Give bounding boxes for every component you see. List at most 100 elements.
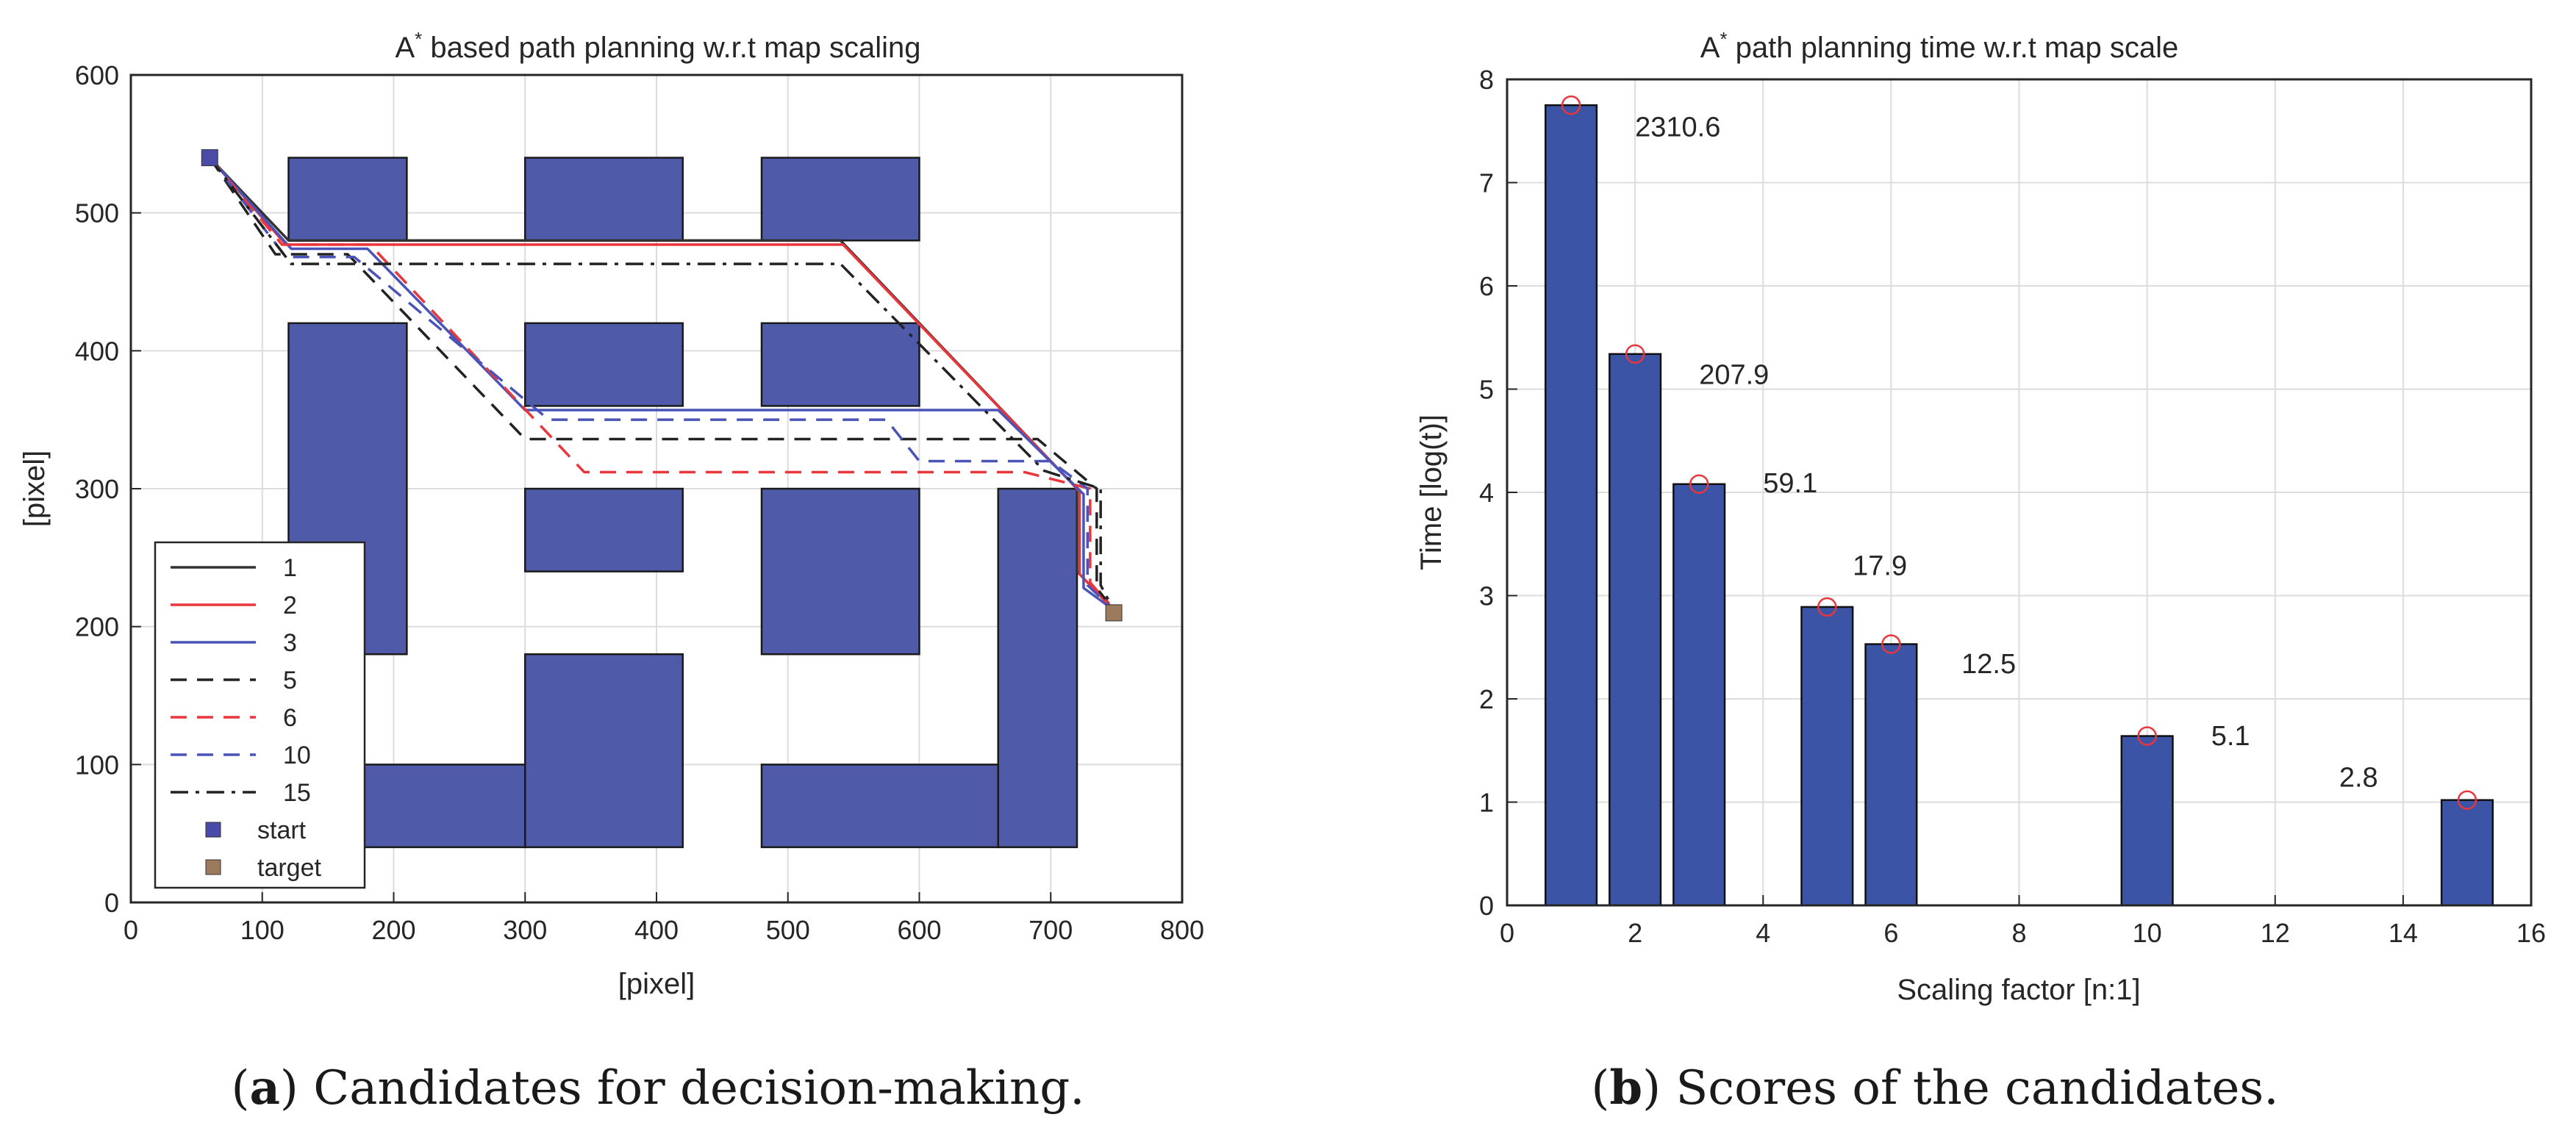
path-series-group <box>208 157 1115 611</box>
y-tick-label: 500 <box>75 198 119 229</box>
bar-value-label: 5.1 <box>2211 721 2250 752</box>
x-tick-label: 16 <box>2516 918 2546 948</box>
obstacle-block <box>287 157 408 242</box>
y-tick-label: 400 <box>75 336 119 366</box>
legend-label: 10 <box>283 741 311 769</box>
planning-time-panel: A* path planning time w.r.t map scale 23… <box>1415 28 2546 1006</box>
panel-a-y-axis-label: [pixel] <box>18 450 51 528</box>
legend-label: 1 <box>283 554 297 582</box>
y-tick-label: 100 <box>75 750 119 780</box>
obstacle-block <box>997 487 1078 849</box>
y-tick-label: 0 <box>1479 891 1494 921</box>
y-tick-label: 5 <box>1479 375 1494 405</box>
bar-value-label: 2.8 <box>2339 762 2378 793</box>
path-series-15 <box>208 157 1115 611</box>
y-tick-label: 0 <box>104 888 119 918</box>
bar-group <box>1544 95 2494 907</box>
bar-top-marker <box>2137 726 2157 746</box>
x-tick-label: 6 <box>1883 918 1898 948</box>
x-tick-label: 12 <box>2261 918 2290 948</box>
legend-label: 2 <box>283 592 297 620</box>
panel-b-x-axis-label: Scaling factor [n:1] <box>1897 974 2140 1006</box>
x-tick-label: 14 <box>2389 918 2418 948</box>
bar-top-marker <box>2457 790 2477 810</box>
bar-top-marker <box>1561 95 1581 115</box>
panel-b-title: A* path planning time w.r.t map scale <box>1700 28 2178 64</box>
caption-b: (b) Scores of the candidates. <box>1591 1060 2278 1116</box>
obstacle-block <box>760 157 920 242</box>
legend-label: 6 <box>283 704 297 732</box>
target-marker <box>1105 604 1123 622</box>
bar-top-marker <box>1625 344 1645 364</box>
start-marker <box>201 149 218 167</box>
y-tick-label: 7 <box>1479 168 1494 198</box>
bar-top-marker <box>1689 474 1709 495</box>
path-series-6 <box>208 157 1115 611</box>
legend-label: target <box>257 854 321 882</box>
panel-a-tick-labels: 0 100 200 300 400 500 600 700 800 0 100 200 300 400 50… <box>75 60 1204 945</box>
x-tick-label: 300 <box>503 915 547 945</box>
caption-a: (a) Candidates for decision-making. <box>231 1060 1084 1116</box>
y-tick-label: 3 <box>1479 581 1494 611</box>
obstacle-block <box>760 322 920 407</box>
panel-a-title: A* based path planning w.r.t map scaling <box>395 28 920 64</box>
bar-top-marker <box>1817 597 1837 617</box>
panel-a-x-axis-label: [pixel] <box>618 968 695 1000</box>
panel-a-legend: 1 2 3 5 6 10 15 start target <box>154 541 366 889</box>
y-tick-label: 2 <box>1479 684 1494 714</box>
x-tick-label: 600 <box>897 915 941 945</box>
bar-value-label: 207.9 <box>1699 359 1769 390</box>
y-tick-label: 600 <box>75 60 119 90</box>
path-series-5 <box>208 157 1115 611</box>
obstacle-block <box>760 764 999 849</box>
legend-label: 15 <box>283 779 311 807</box>
obstacle-block <box>524 322 684 407</box>
bar-value-label: 59.1 <box>1763 468 1817 499</box>
x-tick-label: 400 <box>634 915 679 945</box>
path-planning-panel: A* based path planning w.r.t map scaling… <box>18 28 1204 1000</box>
obstacle-group <box>287 157 1078 849</box>
panel-b-y-axis-label: Time [log(t)] <box>1415 414 1448 570</box>
y-tick-label: 1 <box>1479 788 1494 818</box>
y-tick-label: 300 <box>75 474 119 504</box>
obstacle-block <box>524 653 684 849</box>
endpoint-marker-group <box>201 149 1123 622</box>
bar-scale-3 <box>1672 483 1726 907</box>
legend-label: 5 <box>283 667 297 694</box>
bar-value-label: 2310.6 <box>1635 112 1720 143</box>
legend-label: 3 <box>283 629 297 657</box>
obstacle-block <box>524 157 684 242</box>
x-tick-label: 0 <box>1500 918 1514 948</box>
panel-b-axes-frame <box>1506 78 2533 907</box>
bar-scale-6 <box>1864 643 1918 907</box>
bar-scale-2 <box>1609 353 1662 907</box>
bar-value-label: 12.5 <box>1961 649 2016 680</box>
x-tick-label: 100 <box>240 915 285 945</box>
y-tick-label: 4 <box>1479 478 1494 508</box>
x-tick-label: 0 <box>124 915 138 945</box>
x-tick-label: 8 <box>2011 918 2026 948</box>
x-tick-label: 4 <box>1756 918 1770 948</box>
bar-top-marker <box>1881 634 1901 654</box>
x-tick-label: 500 <box>766 915 810 945</box>
x-tick-label: 800 <box>1160 915 1204 945</box>
obstacle-block <box>760 487 920 656</box>
obstacle-block <box>524 487 684 572</box>
path-series-10 <box>208 157 1115 611</box>
legend-swatch-start <box>205 822 221 838</box>
bar-value-label: 17.9 <box>1853 550 1907 581</box>
legend-label: start <box>257 816 307 844</box>
legend-box <box>154 541 366 889</box>
panel-a-axes-frame <box>129 73 1184 904</box>
bar-scale-5 <box>1800 606 1854 907</box>
x-tick-label: 2 <box>1628 918 1642 948</box>
y-tick-label: 8 <box>1479 65 1494 95</box>
bar-annotation-group: 2310.6 207.9 59.1 17.9 12.5 5.1 2.8 <box>1635 112 2378 793</box>
y-tick-label: 200 <box>75 612 119 642</box>
x-tick-label: 200 <box>371 915 415 945</box>
bar-scale-10 <box>2120 735 2174 907</box>
x-tick-label: 10 <box>2133 918 2162 948</box>
legend-swatch-target <box>205 859 221 875</box>
